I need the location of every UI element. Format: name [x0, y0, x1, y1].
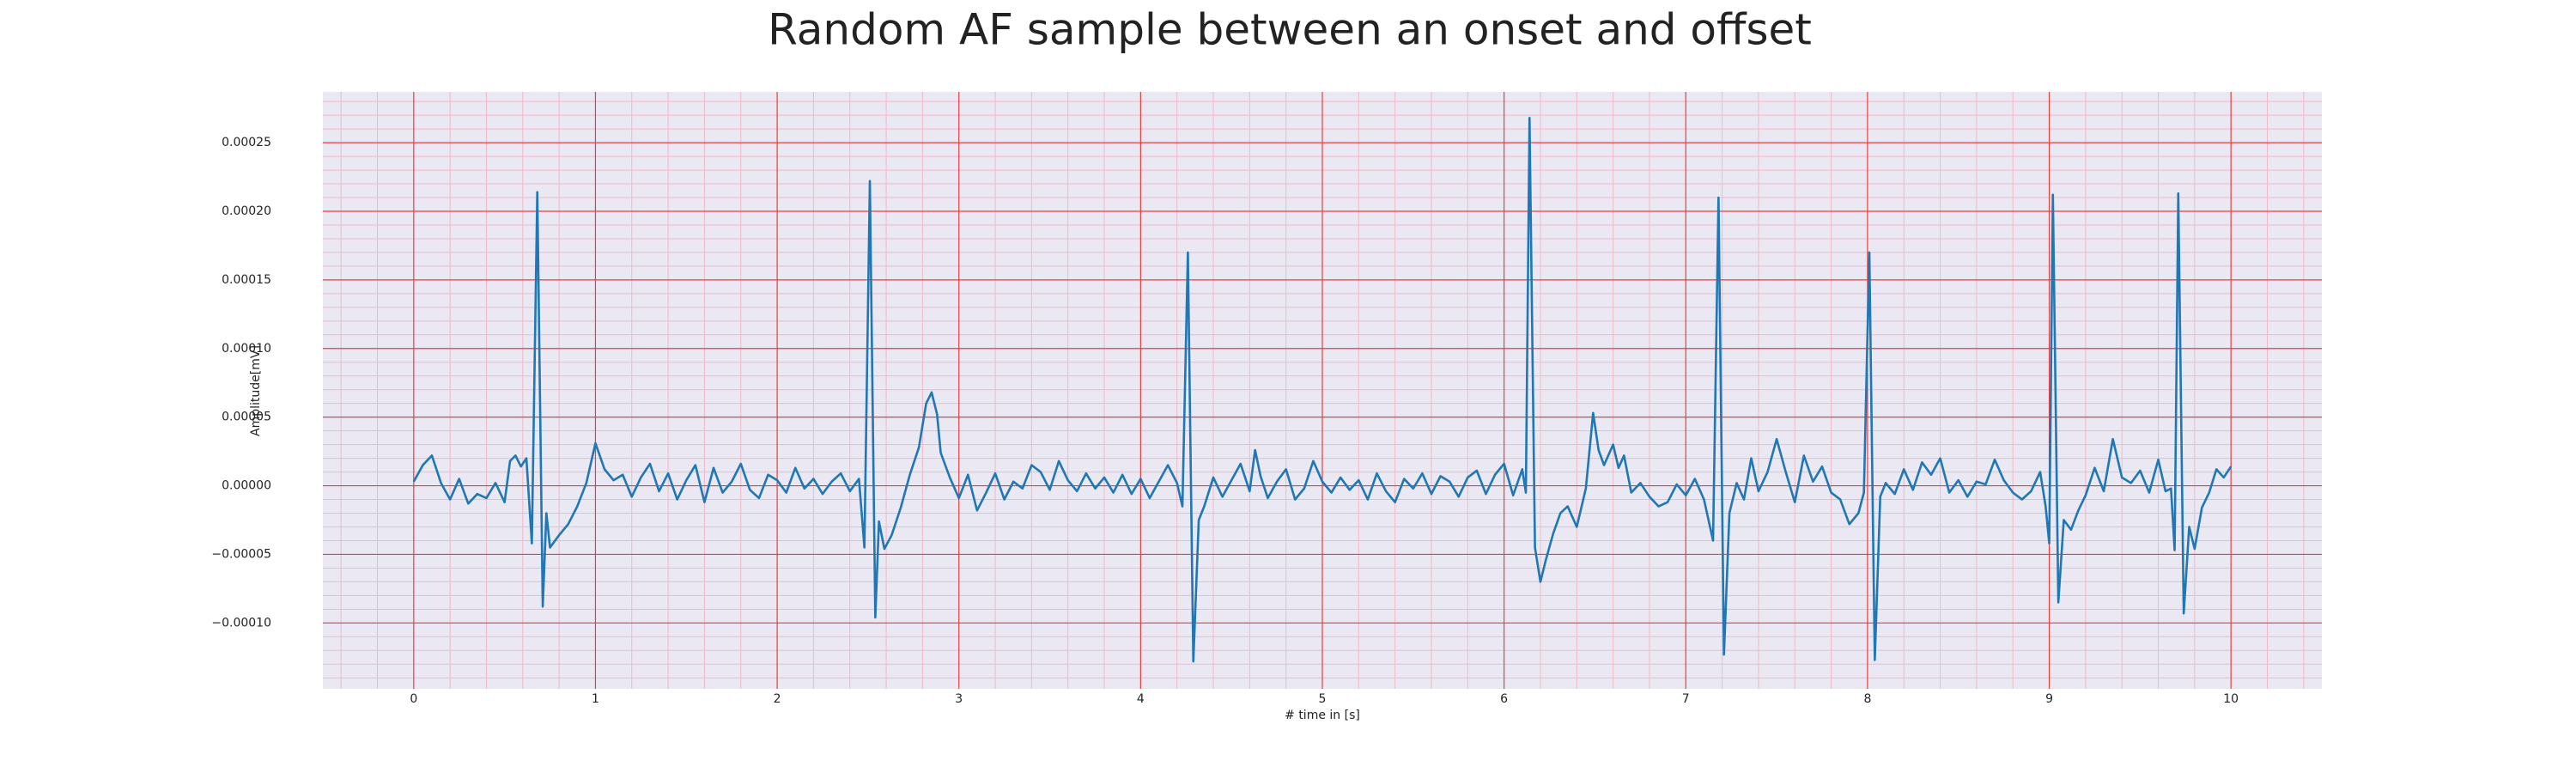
x-tick-label: 4 — [1137, 692, 1145, 706]
y-tick-label: 0.00020 — [222, 204, 271, 218]
x-tick-label: 1 — [592, 692, 599, 706]
y-tick-label: 0.00015 — [222, 273, 271, 287]
x-tick-label: 2 — [774, 692, 781, 706]
y-tick-label: −0.00010 — [211, 616, 271, 630]
chart-title: Random AF sample between an onset and of… — [768, 5, 1812, 55]
x-tick-label: 7 — [1682, 692, 1690, 706]
x-tick-label: 9 — [2045, 692, 2053, 706]
x-axis-label: # time in [s] — [1285, 709, 1360, 722]
x-tick-label: 8 — [1863, 692, 1871, 706]
x-tick-label: 10 — [2223, 692, 2239, 706]
grid — [323, 92, 2322, 689]
x-tick-label: 6 — [1500, 692, 1508, 706]
y-tick-label: 0.00000 — [222, 479, 271, 493]
y-tick-label: 0.00005 — [222, 411, 271, 424]
marks — [412, 117, 2233, 663]
y-tick-label: −0.00005 — [211, 547, 271, 561]
y-tick-label: 0.00010 — [222, 342, 271, 356]
line-series — [412, 117, 2233, 663]
y-axis-label: Amplitude[mV] — [249, 345, 263, 436]
x-tick-label: 3 — [955, 692, 963, 706]
labels: 0 1 2 3 4 5 6 7 8 9 10 −0.00010 −0.00005 0.00000 0.000… — [211, 136, 2239, 706]
y-tick-label: 0.00025 — [222, 136, 271, 149]
x-tick-label: 5 — [1319, 692, 1327, 706]
x-tick-label: 0 — [410, 692, 417, 706]
